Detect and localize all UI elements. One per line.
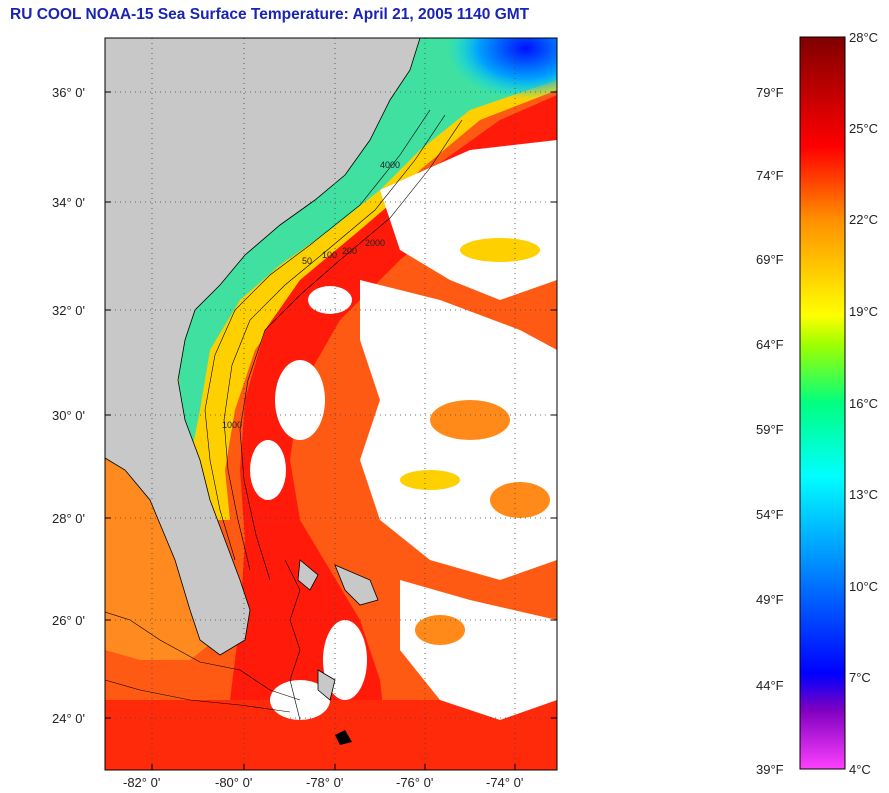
lat-label: 36° 0'	[52, 85, 85, 100]
contour-label: 4000	[380, 160, 401, 170]
lat-label: 28° 0'	[52, 511, 85, 526]
cold-water-northeast	[400, 38, 557, 140]
celsius-label: 28°C	[849, 30, 879, 45]
fahrenheit-label: 59°F	[756, 422, 784, 437]
sst-patches	[415, 400, 550, 645]
contour-label: 1000	[222, 420, 243, 430]
us-east-coast-land	[105, 38, 421, 656]
fahrenheit-label: 39°F	[756, 762, 784, 777]
celsius-label: 22°C	[849, 212, 879, 227]
lat-label: 26° 0'	[52, 613, 85, 628]
celsius-label: 4°C	[849, 762, 871, 777]
contour-label: 2000	[365, 238, 386, 248]
fahrenheit-label: 74°F	[756, 168, 784, 183]
fahrenheit-label: 44°F	[756, 678, 784, 693]
sst-map-area	[105, 38, 557, 770]
lat-label: 24° 0'	[52, 711, 85, 726]
lon-label: -80° 0'	[215, 775, 253, 790]
cuba-coast	[335, 730, 352, 745]
fahrenheit-label: 69°F	[756, 252, 784, 267]
southern-warm-water	[105, 700, 557, 770]
fahrenheit-label: 79°F	[756, 85, 784, 100]
gulf-stream	[230, 95, 557, 770]
fahrenheit-label: 64°F	[756, 337, 784, 352]
map-frame	[104, 37, 558, 771]
celsius-label: 16°C	[849, 396, 879, 411]
map-gridlines	[105, 38, 557, 770]
lon-label: -82° 0'	[123, 775, 161, 790]
lat-label: 30° 0'	[52, 408, 85, 423]
contour-label: 200	[342, 246, 358, 256]
lat-label: 32° 0'	[52, 303, 85, 318]
map-title: RU COOL NOAA-15 Sea Surface Temperature:…	[10, 6, 530, 23]
lon-label: -76° 0'	[396, 775, 434, 790]
fahrenheit-label: 54°F	[756, 507, 784, 522]
lat-label: 34° 0'	[52, 195, 85, 210]
sst-patches-cool	[400, 238, 540, 490]
lon-label: -74° 0'	[486, 775, 524, 790]
fahrenheit-label: 49°F	[756, 592, 784, 607]
contour-label: 50	[302, 256, 313, 266]
gulf-of-mexico-water	[105, 455, 215, 660]
celsius-label: 7°C	[849, 670, 871, 685]
celsius-label: 10°C	[849, 579, 879, 594]
map-ticks	[105, 91, 557, 770]
bahamas-islands	[297, 559, 379, 701]
temperature-colorbar	[799, 36, 846, 770]
contour-label: 100	[322, 250, 338, 260]
celsius-label: 25°C	[849, 121, 879, 136]
celsius-label: 19°C	[849, 304, 879, 319]
lon-label: -78° 0'	[306, 775, 344, 790]
celsius-label: 13°C	[849, 487, 879, 502]
